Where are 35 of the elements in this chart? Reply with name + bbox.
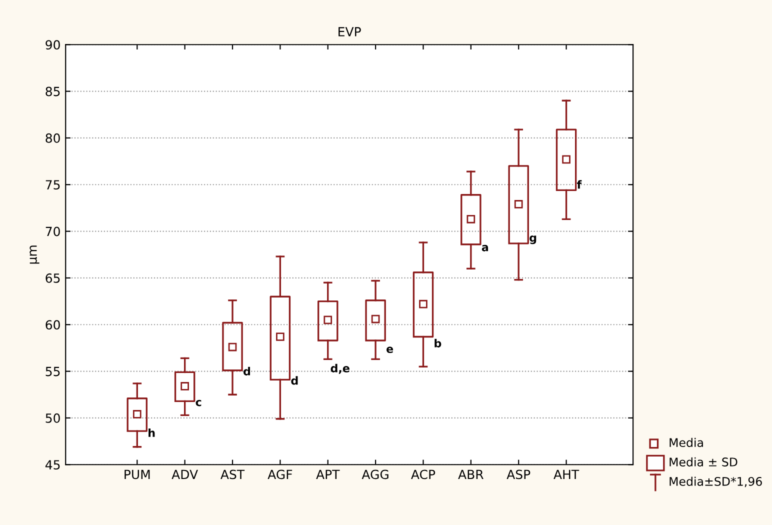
text: Media ± SD xyxy=(670,457,738,466)
annotation: c xyxy=(196,400,202,406)
y-tick-label: 85 xyxy=(46,86,60,96)
x-tick-label: PUM xyxy=(124,470,150,480)
annotation: d xyxy=(291,376,298,385)
y-axis-title: µm xyxy=(30,246,40,264)
text: Media±SD*1,96 xyxy=(670,476,762,488)
annotation: d,e xyxy=(330,364,350,374)
chart-title: EVP xyxy=(338,27,361,36)
x-tick-label: AST xyxy=(220,470,245,480)
y-tick-label: 65 xyxy=(46,273,60,283)
y-tick-label: 90 xyxy=(46,40,60,50)
annotation: a xyxy=(482,244,488,252)
x-tick-label: ACP xyxy=(411,470,436,480)
y-tick-label: 55 xyxy=(46,366,60,376)
annotation: e xyxy=(386,346,394,354)
y-tick-label: 45 xyxy=(45,460,60,470)
x-tick-label: AHT xyxy=(554,470,580,479)
y-tick-label: 50 xyxy=(46,413,60,423)
x-tick-label: AGF xyxy=(268,470,292,480)
annotation: h xyxy=(148,428,155,437)
x-tick-label: ASP xyxy=(506,470,530,480)
annotation: b xyxy=(434,338,442,348)
annotation: g xyxy=(530,236,536,244)
y-tick-label: 80 xyxy=(46,133,60,143)
y-tick-label: 75 xyxy=(46,180,60,190)
x-tick-label: AGG xyxy=(362,470,388,480)
annotation: f xyxy=(576,180,582,189)
y-tick-label: 60 xyxy=(46,320,60,330)
annotation: d xyxy=(244,366,250,376)
x-tick-label: ABR xyxy=(458,470,484,479)
x-tick-label: APT xyxy=(316,470,340,479)
x-tick-label: ADV xyxy=(172,470,198,479)
y-tick-label: 70 xyxy=(46,226,60,236)
text: Media xyxy=(670,438,703,448)
